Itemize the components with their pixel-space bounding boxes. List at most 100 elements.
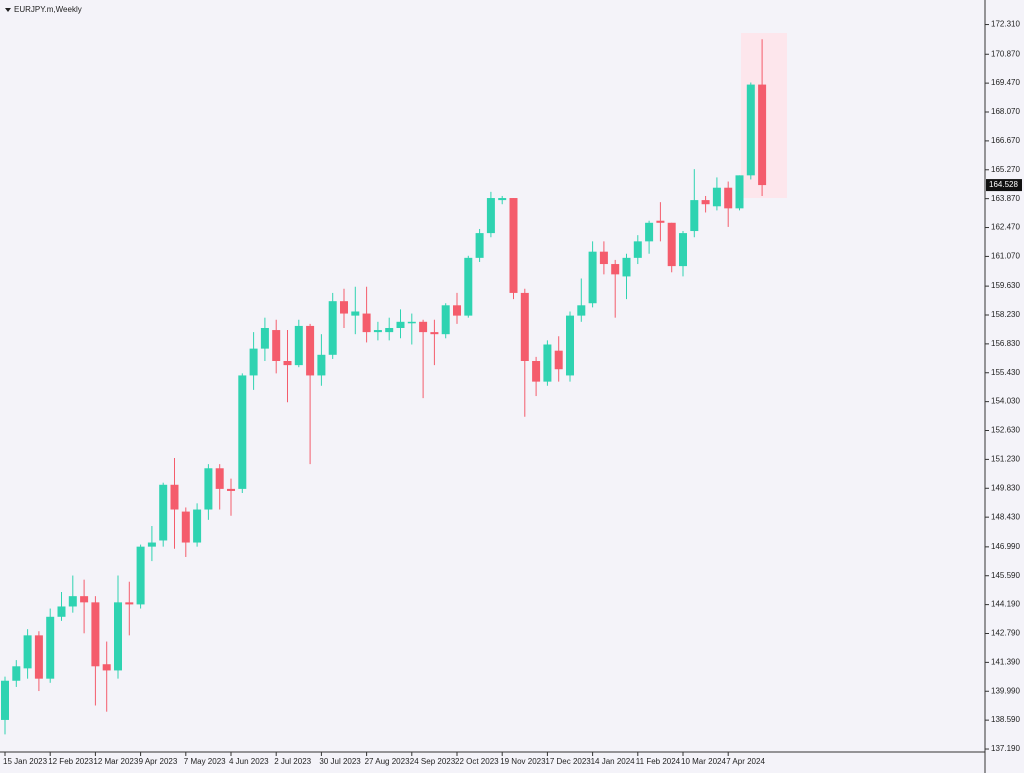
candle-body	[667, 222, 676, 267]
candle-body	[712, 187, 721, 207]
candle-body	[543, 344, 552, 382]
candle-body	[453, 305, 461, 316]
candle-body	[441, 305, 450, 335]
candle-body	[701, 200, 710, 205]
y-tick-label: 146.990	[991, 542, 1020, 551]
candle-body	[690, 200, 699, 232]
candle-body	[611, 264, 620, 275]
x-tick-label: 7 May 2023	[184, 757, 226, 766]
x-tick-label: 15 Jan 2023	[3, 757, 48, 766]
y-tick-label: 158.230	[991, 310, 1020, 319]
y-tick-label: 139.990	[991, 686, 1020, 695]
y-tick-label: 144.190	[991, 600, 1020, 609]
x-tick-label: 4 Jun 2023	[229, 757, 269, 766]
candle-body	[498, 198, 507, 201]
candle-body	[260, 327, 269, 349]
y-tick-label: 161.070	[991, 252, 1020, 261]
current-price-box	[986, 179, 1022, 192]
candle-body	[294, 325, 303, 366]
candle-body	[1, 680, 9, 720]
candle-body	[68, 596, 77, 607]
menu-arrow[interactable]	[5, 8, 11, 12]
candle-body	[532, 360, 541, 382]
candle-body	[475, 233, 484, 258]
chart-title: EURJPY.m,Weekly	[14, 5, 82, 14]
y-tick-label: 142.790	[991, 629, 1020, 638]
y-tick-label: 152.630	[991, 426, 1020, 435]
candle-body	[566, 315, 574, 376]
candle-body	[80, 596, 89, 603]
y-tick-label: 145.590	[991, 571, 1020, 580]
y-tick-label: 137.190	[991, 744, 1020, 753]
y-tick-label: 172.310	[991, 20, 1020, 29]
candle-body	[102, 664, 111, 671]
x-tick-label: 19 Nov 2023	[500, 757, 546, 766]
candle-body	[238, 375, 247, 489]
candle-body	[464, 257, 473, 316]
y-tick-label: 156.830	[991, 339, 1020, 348]
x-tick-label: 10 Mar 2024	[681, 757, 726, 766]
y-tick-label: 138.590	[991, 715, 1020, 724]
candle-body	[215, 468, 224, 489]
y-tick-label: 148.430	[991, 512, 1020, 521]
candle-body	[396, 321, 405, 328]
candle-body	[170, 484, 179, 510]
x-tick-label: 24 Sep 2023	[410, 757, 456, 766]
candle-body	[486, 198, 495, 234]
candle-body	[272, 330, 281, 361]
y-tick-label: 162.470	[991, 223, 1020, 232]
y-tick-label: 154.030	[991, 397, 1020, 406]
x-tick-label: 14 Jan 2024	[591, 757, 636, 766]
y-tick-label: 168.070	[991, 107, 1020, 116]
candle-body	[588, 251, 597, 304]
candle-body	[147, 542, 156, 547]
y-tick-label: 166.670	[991, 136, 1020, 145]
candle-body	[758, 84, 767, 186]
candle-body	[746, 84, 755, 176]
x-tick-label: 12 Mar 2023	[93, 757, 138, 766]
candle-body	[57, 606, 66, 617]
candle-body	[23, 635, 32, 669]
candle-body	[633, 241, 642, 258]
candle-body	[159, 484, 168, 541]
candle-body	[509, 198, 518, 293]
y-tick-label: 163.870	[991, 194, 1020, 203]
current-price-label: 164.528	[989, 180, 1018, 189]
candle-body	[373, 330, 382, 333]
candle-body	[735, 175, 744, 209]
y-tick-label: 151.230	[991, 455, 1020, 464]
candle-body	[679, 233, 687, 267]
candle-body	[12, 666, 21, 681]
y-tick-label: 159.630	[991, 281, 1020, 290]
candle-body	[599, 251, 608, 265]
candle-body	[385, 327, 394, 333]
candle-body	[724, 187, 733, 209]
candle-body	[419, 321, 428, 333]
candle-body	[520, 292, 529, 361]
y-tick-label: 169.470	[991, 78, 1020, 87]
candle-body	[430, 332, 439, 335]
candle-body	[204, 468, 213, 510]
x-tick-label: 27 Aug 2023	[365, 757, 410, 766]
y-tick-label: 141.390	[991, 657, 1020, 666]
candle-body	[46, 616, 55, 679]
y-tick-label: 149.830	[991, 483, 1020, 492]
y-tick-label: 155.430	[991, 368, 1020, 377]
x-tick-label: 12 Feb 2023	[48, 757, 93, 766]
candle-body	[317, 354, 326, 376]
candle-body	[340, 301, 348, 314]
x-tick-label: 2 Jul 2023	[274, 757, 311, 766]
x-tick-label: 11 Feb 2024	[636, 757, 681, 766]
x-tick-label: 17 Dec 2023	[545, 757, 591, 766]
candle-body	[656, 220, 665, 223]
x-tick-label: 30 Jul 2023	[319, 757, 361, 766]
candle-body	[306, 325, 315, 376]
candle-body	[193, 509, 202, 543]
x-tick-label: 22 Oct 2023	[455, 757, 499, 766]
candle-body	[328, 301, 337, 355]
candle-body	[283, 360, 292, 366]
candle-body	[362, 313, 371, 333]
